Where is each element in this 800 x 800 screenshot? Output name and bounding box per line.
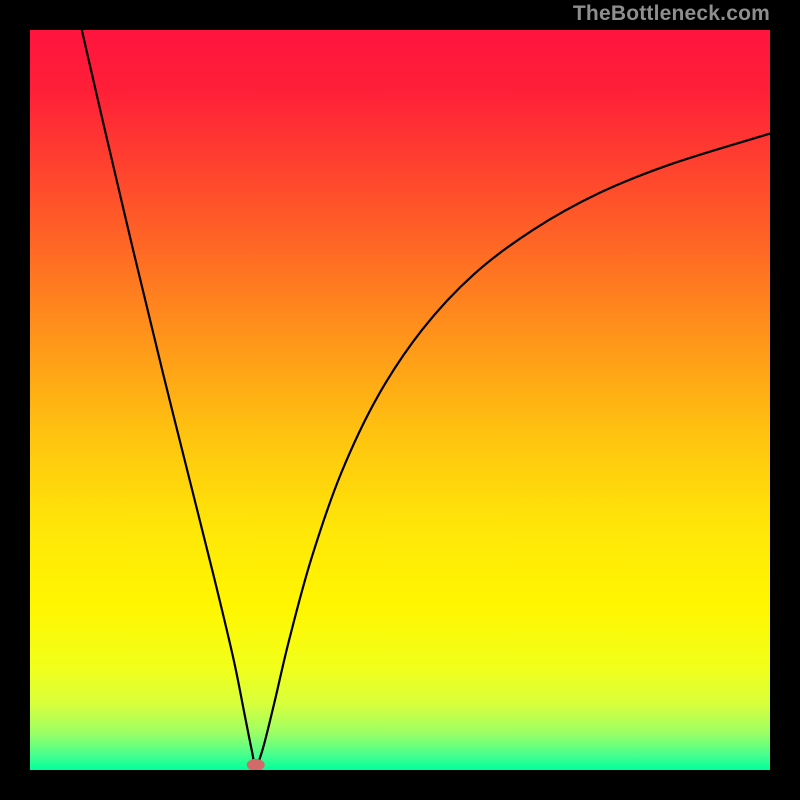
plot-area xyxy=(30,30,770,771)
minimum-marker xyxy=(247,759,265,771)
watermark-text: TheBottleneck.com xyxy=(573,2,770,26)
chart-frame: { "watermark": { "text": "TheBottleneck.… xyxy=(0,0,800,800)
gradient-background xyxy=(30,30,770,770)
bottleneck-chart xyxy=(0,0,800,800)
